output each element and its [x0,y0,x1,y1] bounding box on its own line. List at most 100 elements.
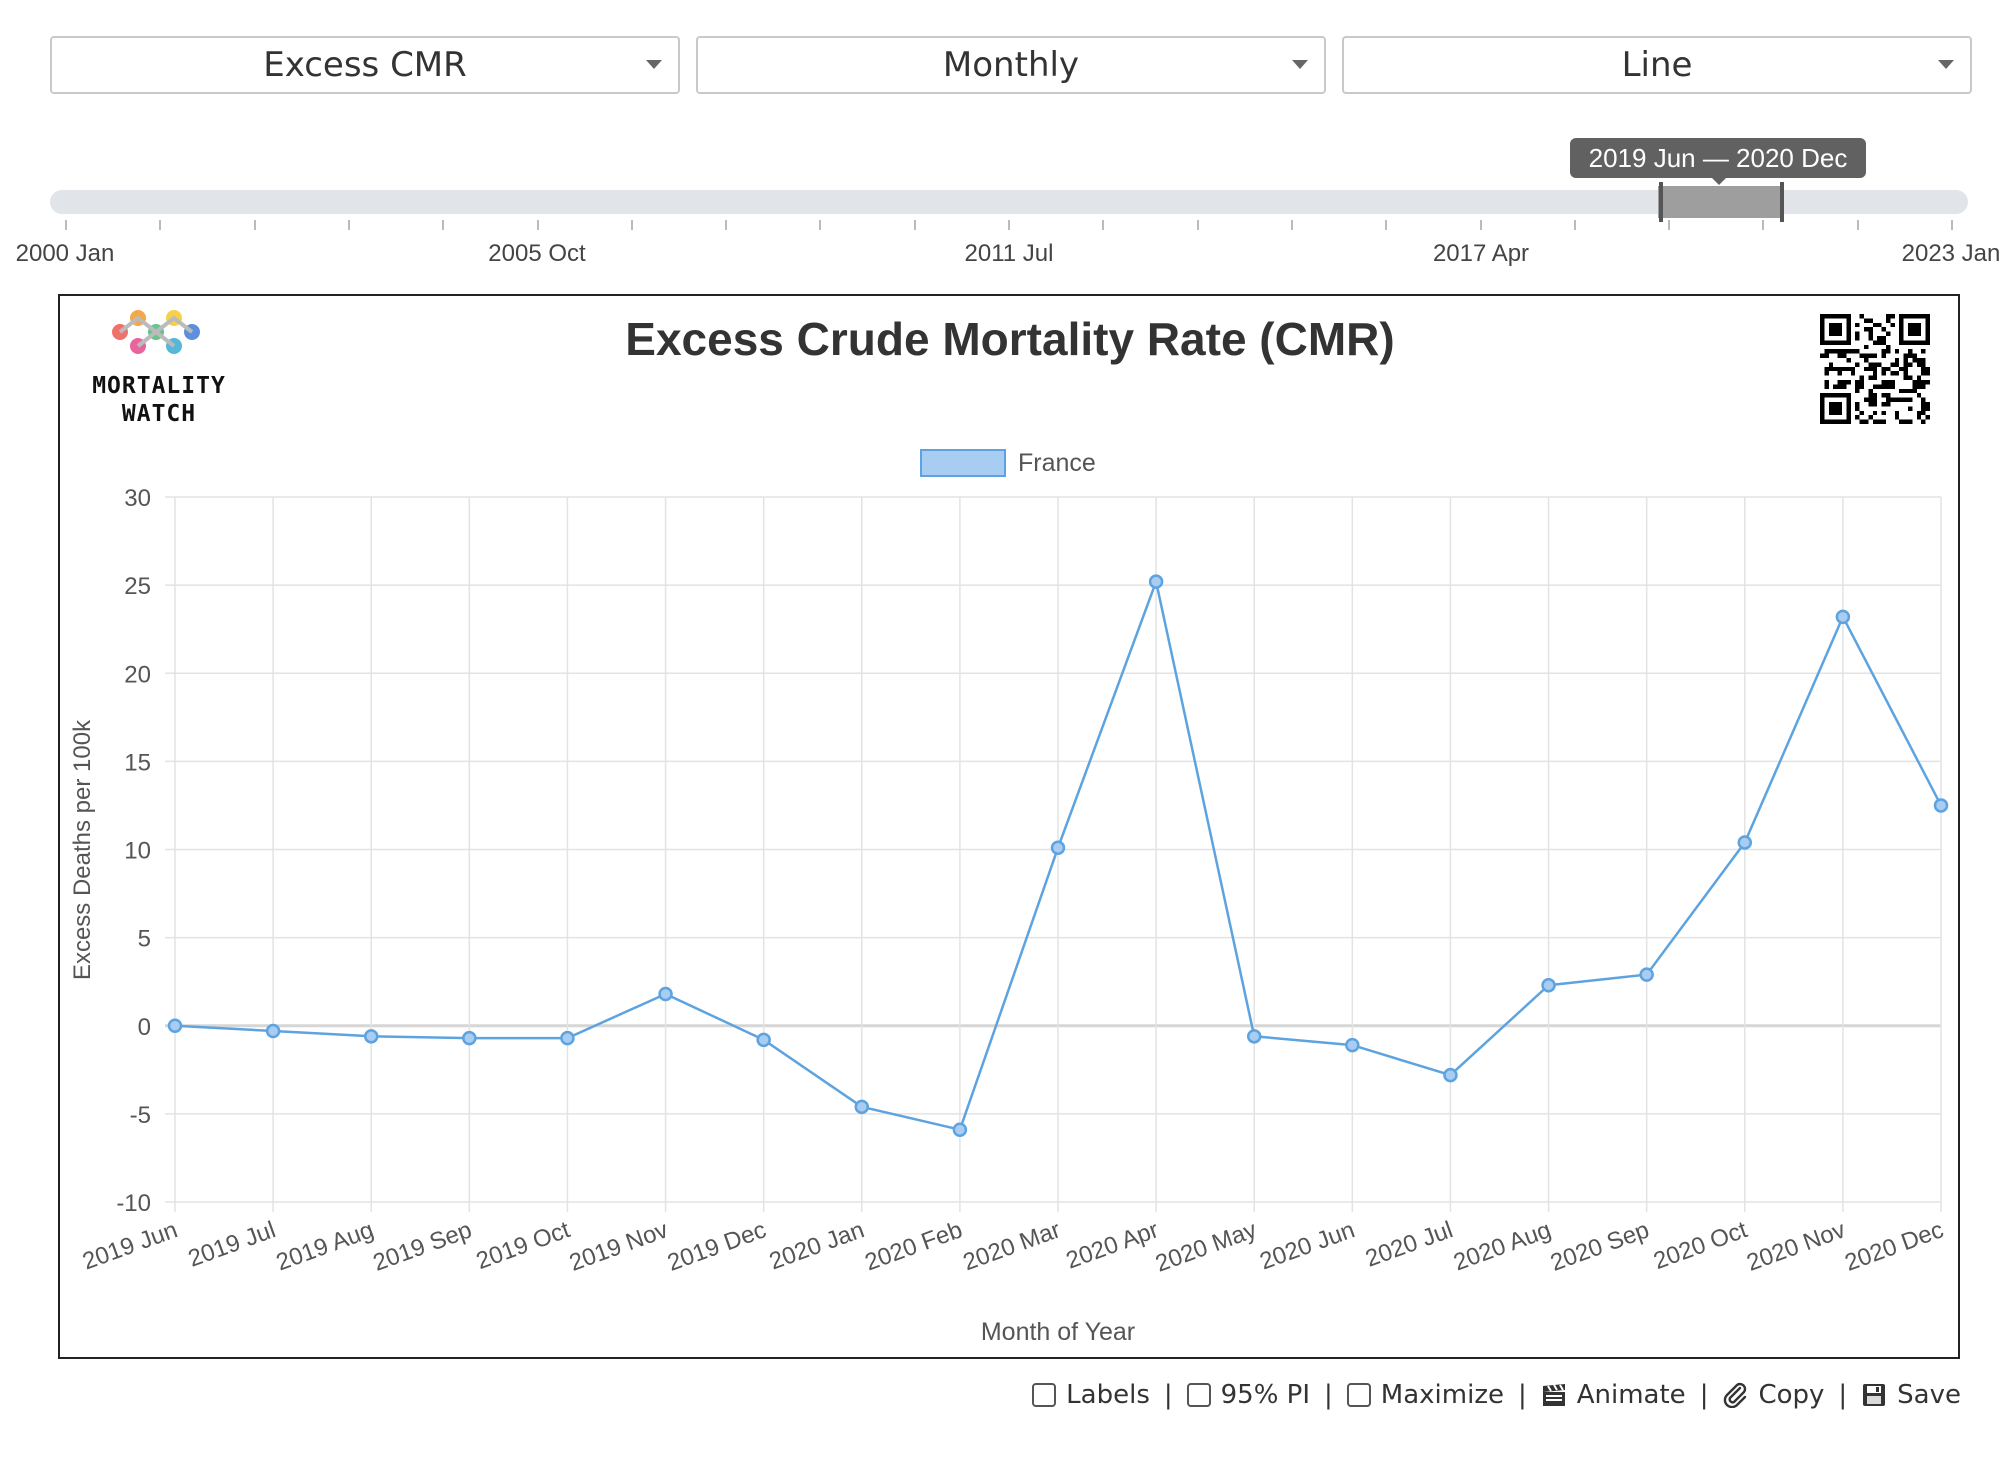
y-tick-label: 10 [124,838,151,865]
slider-tick [347,220,350,230]
x-tick-label: 2019 Jun [79,1216,181,1275]
x-tick-label: 2019 Nov [566,1216,672,1277]
x-tick-label: 2020 Jun [1256,1216,1358,1275]
chart-title: Excess Crude Mortality Rate (CMR) [625,313,1394,365]
slider-tick [1762,220,1765,230]
pi-toggle-label: 95% PI [1220,1380,1311,1410]
data-points [167,574,1949,1137]
range-tooltip: 2019 Jun — 2020 Dec [1570,138,1866,178]
data-point[interactable] [854,1099,870,1115]
chevron-down-icon [646,60,662,69]
data-point[interactable] [1148,574,1164,589]
slider-tick [1385,220,1388,230]
x-tick-label: 2020 Sep [1547,1216,1653,1277]
copy-button[interactable]: Copy [1722,1380,1824,1410]
range-end-handle[interactable] [1780,182,1784,222]
slider-tick [253,220,256,230]
x-tick-label: 2020 Jul [1362,1216,1457,1272]
data-point[interactable] [756,1032,771,1048]
slider-label: 2023 Jan [1901,240,2001,267]
slider-tick [1196,220,1199,230]
grid [165,496,1942,1212]
slider-tick [819,220,822,230]
slider-tick [725,220,728,230]
slider-label: 2000 Jan [15,240,115,267]
data-point[interactable] [1639,967,1654,982]
data-point[interactable] [1246,1029,1262,1044]
x-tick-label: 2020 Feb [861,1216,966,1276]
data-point[interactable] [1443,1067,1458,1083]
maximize-toggle[interactable]: Maximize [1346,1380,1504,1410]
toolbar-separator: | [1838,1380,1848,1410]
data-point[interactable] [265,1023,281,1039]
period-select[interactable]: Monthly [696,36,1326,94]
metric-select-value: Excess CMR [263,45,467,85]
x-tick-label: 2019 Jul [185,1216,280,1272]
save-button[interactable]: Save [1861,1380,1961,1410]
slider-tick [159,220,162,230]
date-range-selection[interactable] [1658,186,1780,218]
slider-tick [536,220,539,230]
chart-type-select-value: Line [1621,45,1693,85]
y-tick-label: -5 [130,1102,151,1129]
y-tick-label: 25 [124,573,151,600]
data-point[interactable] [1050,840,1066,855]
x-tick-label: 2020 Mar [960,1216,1065,1276]
clapperboard-icon [1542,1384,1565,1406]
qr-code-icon [1820,314,1930,424]
data-point[interactable] [952,1122,968,1137]
date-range-slider-track[interactable] [50,190,1968,214]
slider-tick [630,220,633,230]
legend-swatch[interactable] [920,449,1006,477]
y-tick-label: 15 [124,749,151,776]
copy-button-label: Copy [1758,1380,1825,1410]
chart-type-select[interactable]: Line [1342,36,1972,94]
chevron-down-icon [1292,60,1308,69]
pi-toggle[interactable]: 95% PI [1186,1380,1311,1410]
y-axis: 30 25 20 15 10 5 0 -5 -10 [116,485,151,1217]
y-tick-label: 5 [138,926,151,953]
x-tick-label: 2020 Oct [1650,1216,1751,1275]
range-start-handle[interactable] [1659,182,1663,222]
floppy-disk-icon [1863,1384,1886,1406]
slider-tick [1668,220,1671,230]
period-select-value: Monthly [942,45,1080,85]
labels-toggle[interactable]: Labels [1032,1380,1150,1410]
logo-text-line2: WATCH [121,401,197,427]
data-point[interactable] [363,1029,379,1044]
labels-checkbox[interactable] [1032,1383,1057,1407]
slider-tick [1856,220,1859,230]
data-point[interactable] [1933,798,1949,813]
x-tick-label: 2019 Oct [473,1216,574,1275]
pi-checkbox[interactable] [1186,1383,1211,1407]
chevron-down-icon [1938,60,1954,69]
data-point[interactable] [1737,835,1753,850]
animate-button[interactable]: Animate [1541,1380,1686,1410]
y-tick-label: 0 [138,1014,151,1041]
data-point[interactable] [1835,609,1851,625]
toolbar-separator: | [1699,1380,1709,1410]
data-point[interactable] [1345,1037,1360,1053]
legend-label[interactable]: France [1018,449,1096,477]
data-point[interactable] [1541,977,1556,993]
save-button-label: Save [1897,1380,1961,1410]
slider-tick [1290,220,1293,230]
maximize-checkbox[interactable] [1346,1383,1371,1407]
slider-tick [65,220,67,230]
slider-label: 2011 Jul [964,240,1054,267]
x-tick-label: 2019 Aug [273,1216,378,1276]
range-tooltip-arrow [1712,178,1726,185]
toolbar-separator: | [1324,1380,1333,1410]
data-point[interactable] [560,1030,575,1046]
data-point[interactable] [167,1018,183,1033]
toolbar-separator: | [1163,1380,1173,1410]
y-axis-label: Excess Deaths per 100k [69,719,96,980]
slider-tick [1479,220,1482,230]
data-point[interactable] [658,986,673,1002]
y-tick-label: 20 [124,661,151,688]
data-point[interactable] [462,1030,477,1046]
metric-select[interactable]: Excess CMR [50,36,680,94]
paperclip-icon [1724,1382,1747,1408]
